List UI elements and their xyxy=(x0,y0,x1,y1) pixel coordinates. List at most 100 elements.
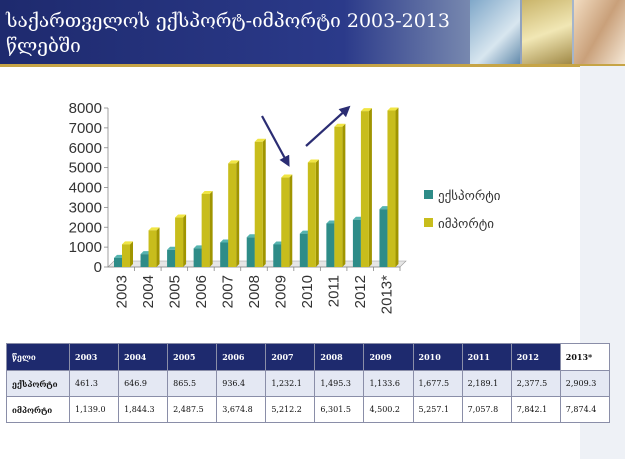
bar-export xyxy=(326,223,335,267)
bar-import-top xyxy=(387,107,399,111)
table-year-header: 2007 xyxy=(265,343,316,371)
bar-export xyxy=(246,237,255,267)
table-cell: 1,133.6 xyxy=(363,370,414,397)
y-tick-label: 6000 xyxy=(69,140,102,157)
table-header-label: წელი xyxy=(6,343,70,371)
bar-import xyxy=(201,193,210,267)
x-tick-label: 2005 xyxy=(166,275,183,308)
x-tick-label: 2008 xyxy=(246,275,263,308)
bar-import-top xyxy=(148,227,160,231)
bar-import-top xyxy=(175,214,187,218)
bar-import-side xyxy=(130,241,133,267)
bar-export xyxy=(220,242,229,267)
x-tick-label: 2003 xyxy=(113,275,130,308)
table-cell: 4,500.2 xyxy=(363,396,414,423)
bar-import-side xyxy=(236,160,240,267)
trend-arrow-down xyxy=(261,115,290,167)
x-tick-label: 2011 xyxy=(326,275,343,307)
table-row-label: ექსპორტი xyxy=(6,370,70,397)
table-cell: 7,874.4 xyxy=(559,396,611,423)
table-year-header: 2008 xyxy=(314,343,365,371)
bar-import xyxy=(360,111,369,267)
table-row: ექსპორტი 461.3 646.9 865.5 936.4 1,232.1 1,495… xyxy=(6,370,611,397)
table-year-header: 2009 xyxy=(363,343,414,371)
y-tick-label: 0 xyxy=(94,259,102,276)
y-tick-label: 1000 xyxy=(69,239,102,256)
y-tick-label: 5000 xyxy=(69,160,102,177)
bar-export xyxy=(167,249,176,267)
table-header-row: წელი 2003 2004 2005 2006 2007 2008 2009 2010 2011… xyxy=(6,343,611,371)
table-cell: 936.4 xyxy=(216,370,267,397)
table-cell: 865.5 xyxy=(167,370,218,397)
table-row-label: იმპორტი xyxy=(6,396,70,423)
y-tick-label: 2000 xyxy=(69,219,102,236)
table-row: იმპორტი 1,139.0 1,844.3 2,487.5 3,674.8 5,212… xyxy=(6,396,611,423)
bar-import-side xyxy=(342,123,346,267)
bar-import xyxy=(175,217,184,267)
table-year-header: 2003 xyxy=(68,343,120,371)
bar-import xyxy=(254,141,263,267)
table-cell: 2,189.1 xyxy=(461,370,512,397)
table-cell: 7,842.1 xyxy=(510,396,561,423)
bar-export xyxy=(352,219,361,267)
table-year-header: 2011 xyxy=(461,343,512,371)
x-tick-label: 2004 xyxy=(140,275,157,308)
header-images xyxy=(470,0,625,66)
y-tick-label: 3000 xyxy=(69,199,102,216)
x-tick-label: 2009 xyxy=(273,275,290,308)
bar-import-top xyxy=(122,241,133,245)
bar-import-top xyxy=(281,174,293,178)
bar-export xyxy=(299,233,308,267)
x-tick-label: 2007 xyxy=(219,275,236,308)
bar-import xyxy=(387,110,396,267)
table-year-header: 2012 xyxy=(510,343,561,371)
table-year-header: 2013* xyxy=(559,343,611,371)
header-banner: საქართველოს ექსპორტ-იმპორტი 2003-2013 წლ… xyxy=(0,0,625,66)
table-cell: 1,495.3 xyxy=(314,370,365,397)
y-tick-label: 4000 xyxy=(69,180,102,197)
bar-import-side xyxy=(183,214,187,267)
bar-export xyxy=(140,254,149,267)
bar-export xyxy=(193,248,202,267)
x-tick-label: 2013* xyxy=(379,275,396,314)
bar-import-top xyxy=(201,190,213,194)
table-cell: 5,212.2 xyxy=(265,396,316,423)
bar-import-top xyxy=(254,138,266,142)
table-cell: 646.9 xyxy=(118,370,169,397)
bar-import xyxy=(148,230,157,267)
table-cell: 7,057.8 xyxy=(461,396,512,423)
table-cell: 1,139.0 xyxy=(68,396,120,423)
bar-export xyxy=(273,244,282,267)
bar-import-top xyxy=(228,160,240,164)
bar-import-side xyxy=(368,108,372,267)
bar-import-side xyxy=(156,227,160,267)
table-cell: 1,677.5 xyxy=(412,370,463,397)
data-table: წელი 2003 2004 2005 2006 2007 2008 2009 2010 2011… xyxy=(6,343,611,423)
bar-import-side xyxy=(315,159,319,267)
table-cell: 3,674.8 xyxy=(216,396,267,423)
y-tick-label: 7000 xyxy=(69,120,102,137)
bar-import-side xyxy=(209,190,213,267)
bar-export xyxy=(114,257,122,267)
trend-arrow-up xyxy=(305,105,351,147)
x-tick-label: 2012 xyxy=(352,275,369,308)
header-image-3 xyxy=(574,0,625,66)
bar-import xyxy=(122,244,130,267)
bar-import-side xyxy=(395,107,399,267)
bar-import xyxy=(334,126,343,267)
bar-chart: 0 1000 2000 3000 4000 5000 6000 7000 8000 2003 200… xyxy=(69,100,501,314)
table-cell: 2,377.5 xyxy=(510,370,561,397)
header-image-1 xyxy=(470,0,520,66)
bar-import-top xyxy=(334,123,346,127)
table-cell: 5,257.1 xyxy=(412,396,463,423)
bar-import-top xyxy=(360,108,372,112)
x-tick-label: 2006 xyxy=(193,275,210,308)
bar-import xyxy=(281,177,290,267)
table-year-header: 2006 xyxy=(216,343,267,371)
legend-label: იმპორტი xyxy=(438,217,494,232)
bar-import-side xyxy=(262,138,266,267)
table-year-header: 2005 xyxy=(167,343,218,371)
table-cell: 2,909.3 xyxy=(559,370,611,397)
bar-export xyxy=(379,209,388,267)
legend-label: ექსპორტი xyxy=(438,189,501,204)
